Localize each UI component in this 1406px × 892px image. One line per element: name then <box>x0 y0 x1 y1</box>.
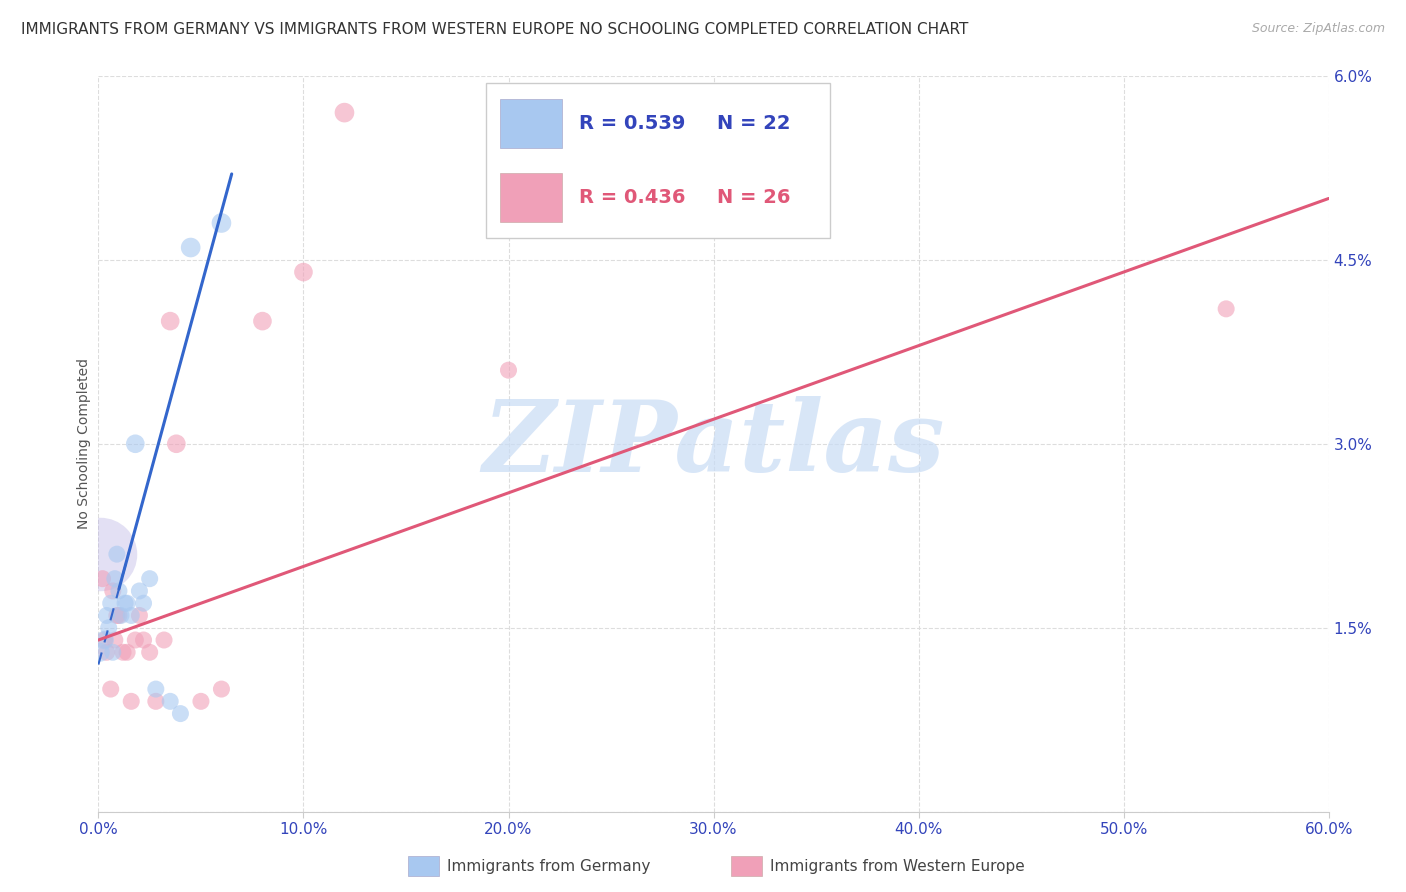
Point <box>145 681 167 696</box>
Point <box>115 645 138 659</box>
Point <box>128 608 150 623</box>
FancyBboxPatch shape <box>731 856 762 876</box>
Point <box>159 314 181 328</box>
Point <box>211 216 233 230</box>
Point <box>128 584 150 599</box>
Point <box>110 608 132 623</box>
Point <box>101 584 124 599</box>
Point <box>124 633 146 648</box>
Point <box>120 694 142 708</box>
Point <box>145 694 167 708</box>
Point <box>104 633 127 648</box>
Point <box>91 572 114 586</box>
Point <box>132 596 155 610</box>
Point <box>105 547 128 561</box>
FancyBboxPatch shape <box>408 856 439 876</box>
Point <box>190 694 212 708</box>
Point <box>105 608 128 623</box>
Point <box>101 645 124 659</box>
Text: IMMIGRANTS FROM GERMANY VS IMMIGRANTS FROM WESTERN EUROPE NO SCHOOLING COMPLETED: IMMIGRANTS FROM GERMANY VS IMMIGRANTS FR… <box>21 22 969 37</box>
Text: Immigrants from Western Europe: Immigrants from Western Europe <box>770 859 1025 873</box>
Point <box>124 436 146 450</box>
Point <box>132 633 155 648</box>
Point <box>112 645 135 659</box>
Point <box>333 105 356 120</box>
Point <box>96 645 118 659</box>
Text: Immigrants from Germany: Immigrants from Germany <box>447 859 651 873</box>
Point <box>104 572 127 586</box>
Point <box>100 681 122 696</box>
Point <box>97 621 120 635</box>
Point <box>100 596 122 610</box>
Point <box>96 608 118 623</box>
Point <box>180 241 202 255</box>
Point <box>292 265 315 279</box>
Point <box>159 694 181 708</box>
Point <box>138 572 160 586</box>
Y-axis label: No Schooling Completed: No Schooling Completed <box>77 359 91 529</box>
Point <box>138 645 160 659</box>
Point <box>153 633 176 648</box>
Point <box>108 584 131 599</box>
Point <box>93 633 115 648</box>
Point <box>252 314 274 328</box>
Point <box>108 608 131 623</box>
Point <box>115 596 138 610</box>
Point <box>1215 301 1237 316</box>
Point <box>89 645 111 659</box>
Point <box>165 436 187 450</box>
Text: Source: ZipAtlas.com: Source: ZipAtlas.com <box>1251 22 1385 36</box>
Point <box>120 608 142 623</box>
Text: ZIPatlas: ZIPatlas <box>482 395 945 492</box>
Point <box>114 596 136 610</box>
Point <box>498 363 520 377</box>
Point <box>89 547 111 561</box>
Point <box>169 706 191 721</box>
Point <box>93 633 115 648</box>
Point <box>211 681 233 696</box>
